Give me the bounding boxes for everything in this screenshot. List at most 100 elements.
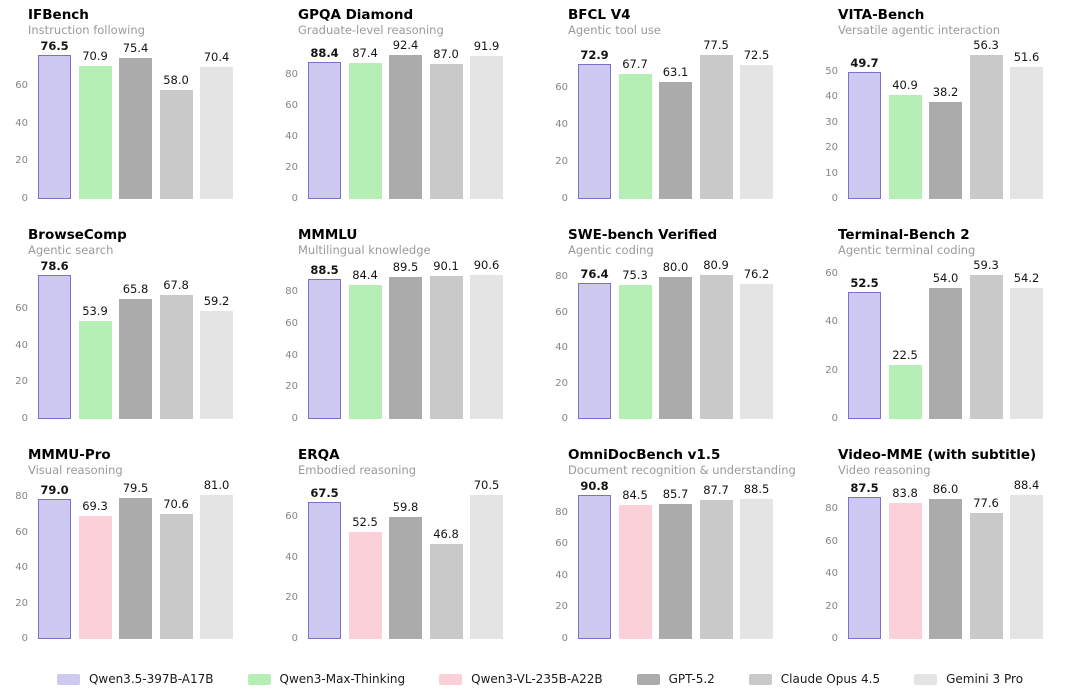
bar-gpt-5-2: 86.0: [929, 482, 962, 639]
bar-claude-opus-4-5: 70.6: [159, 497, 193, 639]
bar-value-label: 87.4: [352, 46, 378, 61]
y-axis-tick-label: 80: [15, 491, 28, 503]
bar-value-label: 54.0: [932, 271, 959, 286]
plot-area: 0 20 40 60 52.5 22.5 54.0 59.3 54.2: [825, 258, 1045, 423]
y-axis-tick-label: 40: [825, 568, 838, 580]
chart-panel-swe-bench-verified: SWE-bench Verified Agentic coding 0 20 40 60 8…: [540, 220, 810, 440]
bar-value-label: 77.5: [703, 38, 729, 53]
bar-qwen3-5-397b-a17b: 90.8: [578, 479, 611, 639]
bar-qwen3-vl-235b-a22b: 69.3: [78, 499, 112, 639]
y-axis-tick-label: 20: [285, 161, 298, 173]
bar-qwen3-vl-235b-a22b: 84.5: [618, 488, 652, 639]
bar-claude-opus-4-5: 46.8: [429, 527, 463, 639]
bar-value-label: 70.4: [203, 49, 230, 64]
legend-swatch-icon: [247, 673, 271, 685]
bar-value-label: 72.5: [743, 47, 770, 62]
chart-panel-ifbench: IFBench Instruction following 0 20 40 60 76.5 7…: [0, 0, 270, 220]
bar-qwen3-max-thinking: 22.5: [888, 348, 922, 419]
y-axis-tick-label: 40: [555, 569, 568, 581]
y-axis-tick-label: 30: [825, 116, 838, 128]
legend-item-gpt-5-2: GPT-5.2: [636, 672, 715, 686]
bar-gemini-3-pro: 88.5: [740, 482, 773, 639]
bar-gemini-3-pro: 91.9: [470, 39, 503, 199]
y-axis-tick-label: 60: [555, 306, 568, 318]
bar-gemini-3-pro: 72.5: [740, 48, 773, 199]
bars-group: 72.9 67.7 63.1 77.5 72.5: [576, 38, 775, 199]
chart-panel-mmmu-pro: MMMU-Pro Visual reasoning 0 20 40 60 80 79.0 69.…: [0, 440, 270, 660]
bar-value-label: 91.9: [473, 39, 500, 54]
chart-subtitle: Agentic coding: [568, 243, 654, 258]
bars-group: 87.5 83.8 86.0 77.6 88.4: [846, 478, 1045, 639]
bar-value-label: 76.4: [580, 267, 609, 282]
bar-gemini-3-pro: 90.6: [470, 258, 503, 419]
chart-title: ERQA: [298, 447, 340, 463]
bar-value-label: 90.8: [580, 479, 609, 494]
bar-gemini-3-pro: 88.4: [1010, 478, 1043, 639]
bar-qwen3-max-thinking: 84.4: [348, 268, 382, 419]
y-axis-tick-label: 60: [555, 81, 568, 93]
bar-value-label: 53.9: [82, 303, 108, 318]
plot-area: 0 20 40 60 76.5 70.9 75.4 58.0 70.4: [15, 39, 235, 203]
bar-qwen3-5-397b-a17b: 76.5: [38, 39, 71, 199]
plot-area: 0 20 40 60 80 87.5 83.8 86.0 77.6 88.4: [825, 478, 1045, 643]
bar-value-label: 75.4: [122, 40, 149, 55]
chart-panel-video-mme-with-subtitle: Video-MME (with subtitle) Video reasoning…: [810, 440, 1080, 660]
bar-value-label: 52.5: [850, 275, 879, 290]
y-axis-tick-label: 0: [21, 632, 28, 644]
y-axis-tick-label: 80: [825, 503, 838, 515]
y-axis-tick-label: 20: [15, 376, 28, 388]
y-axis-tick-label: 20: [285, 592, 298, 604]
y-axis-tick-label: 40: [825, 91, 838, 103]
chart-title: IFBench: [28, 7, 89, 23]
bar-value-label: 65.8: [122, 281, 149, 296]
bar-claude-opus-4-5: 56.3: [969, 38, 1003, 199]
bar-claude-opus-4-5: 58.0: [159, 73, 193, 199]
bar-claude-opus-4-5: 77.6: [969, 496, 1003, 639]
bar-claude-opus-4-5: 87.0: [429, 47, 463, 199]
bar-value-label: 52.5: [352, 515, 378, 530]
y-axis-tick-label: 20: [555, 155, 568, 167]
bar-value-label: 81.0: [203, 478, 230, 493]
y-axis-tick-label: 60: [825, 267, 838, 279]
plot-area: 0 20 40 60 80 90.8 84.5 85.7 87.7 88.5: [555, 479, 775, 643]
y-axis-tick-label: 0: [561, 192, 568, 204]
chart-panel-mmmlu: MMMLU Multilingual knowledge 0 20 40 60 80 88.5…: [270, 220, 540, 440]
y-axis-tick-label: 20: [285, 381, 298, 393]
chart-title: MMMLU: [298, 227, 358, 243]
bar-value-label: 54.2: [1013, 270, 1040, 285]
plot-area: 0 20 40 60 80 79.0 69.3 79.5 70.6 81.0: [15, 478, 235, 643]
bar-gemini-3-pro: 70.5: [470, 478, 503, 639]
y-axis-tick-label: 0: [291, 412, 298, 424]
bar-gpt-5-2: 92.4: [389, 38, 422, 199]
y-axis-tick-label: 40: [285, 349, 298, 361]
y-axis-tick-label: 20: [15, 597, 28, 609]
y-axis-tick-label: 60: [555, 538, 568, 550]
bar-gpt-5-2: 89.5: [389, 260, 422, 419]
bar-value-label: 70.9: [82, 48, 108, 63]
bar-value-label: 87.7: [703, 483, 729, 498]
chart-subtitle: Embodied reasoning: [298, 463, 417, 478]
bar-claude-opus-4-5: 67.8: [159, 278, 193, 419]
bar-value-label: 76.5: [40, 39, 69, 54]
y-axis-tick-label: 20: [825, 142, 838, 153]
y-axis-tick-label: 0: [561, 412, 568, 424]
bar-value-label: 86.0: [932, 482, 959, 497]
bars-group: 76.5 70.9 75.4 58.0 70.4: [36, 39, 235, 199]
y-axis-tick-label: 40: [15, 117, 28, 129]
legend-label: Qwen3-VL-235B-A22B: [471, 672, 603, 686]
bar-value-label: 78.6: [40, 259, 69, 274]
bar-value-label: 76.2: [743, 266, 770, 281]
plot-area: 0 20 40 60 72.9 67.7 63.1 77.5 72.5: [555, 38, 775, 203]
bar-qwen3-5-397b-a17b: 88.5: [308, 263, 341, 419]
y-axis-tick-label: 0: [21, 192, 28, 204]
y-axis-tick-label: 80: [555, 271, 568, 283]
y-axis-tick-label: 0: [561, 632, 568, 644]
bar-value-label: 80.0: [662, 260, 689, 275]
y-axis-tick-label: 60: [15, 303, 28, 315]
bar-value-label: 67.8: [163, 278, 189, 293]
bar-value-label: 90.1: [433, 259, 459, 274]
y-axis-tick-label: 0: [831, 632, 838, 644]
chart-subtitle: Multilingual knowledge: [298, 243, 431, 258]
bars-group: 52.5 22.5 54.0 59.3 54.2: [846, 258, 1045, 419]
y-axis-tick-label: 0: [21, 412, 28, 424]
